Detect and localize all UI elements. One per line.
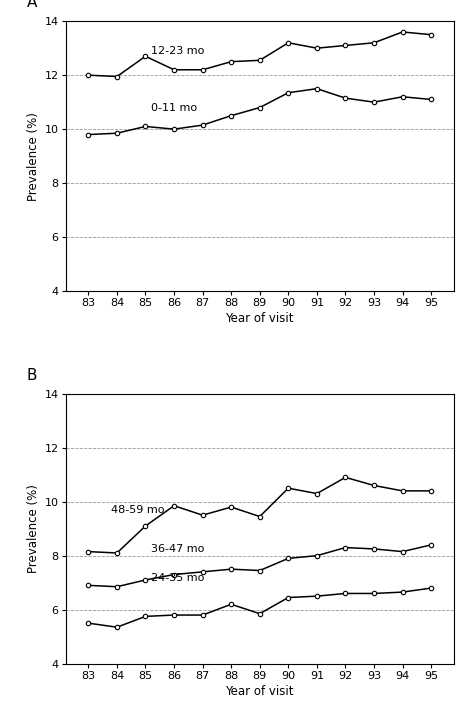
Text: 12-23 mo: 12-23 mo	[151, 46, 205, 56]
X-axis label: Year of visit: Year of visit	[226, 685, 294, 698]
Text: 36-47 mo: 36-47 mo	[151, 544, 205, 554]
Text: A: A	[27, 0, 37, 11]
X-axis label: Year of visit: Year of visit	[226, 312, 294, 325]
Text: 0-11 mo: 0-11 mo	[151, 104, 197, 114]
Text: 48-59 mo: 48-59 mo	[111, 505, 165, 515]
Y-axis label: Prevalence (%): Prevalence (%)	[27, 484, 40, 573]
Y-axis label: Prevalence (%): Prevalence (%)	[27, 112, 40, 201]
Text: B: B	[27, 368, 37, 383]
Text: 24-35 mo: 24-35 mo	[151, 573, 205, 582]
